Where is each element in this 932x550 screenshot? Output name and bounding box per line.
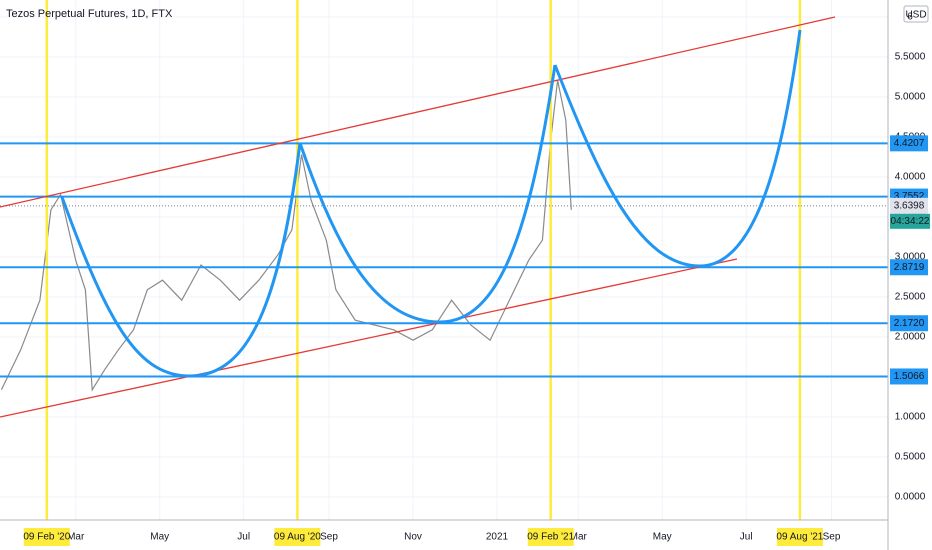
y-tick-label: 0.5000 <box>895 452 926 463</box>
countdown-box <box>890 213 930 229</box>
highlight-date-label: 09 Aug '21 <box>776 532 823 543</box>
x-tick-label: Mar <box>67 532 85 543</box>
level-label-box <box>890 259 928 276</box>
y-tick-label: 1.0000 <box>895 412 926 423</box>
y-tick-label: 5.5000 <box>895 52 926 63</box>
level-label-box <box>890 135 928 152</box>
highlight-date-box <box>776 528 823 546</box>
level-label-box <box>890 315 928 332</box>
labels: 0.00000.50001.00001.50002.00002.50003.00… <box>23 12 930 546</box>
level-label-box <box>890 368 928 385</box>
x-tick-label: Sep <box>320 532 338 543</box>
currency-badge[interactable] <box>903 5 929 23</box>
cup-curve <box>298 64 557 324</box>
lower-trend-line <box>0 258 738 418</box>
cup-curve <box>60 142 302 378</box>
highlight-date-label: 09 Feb '21 <box>527 532 574 543</box>
x-tick-label: Sep <box>823 532 841 543</box>
level-label: 2.8719 <box>894 262 925 273</box>
level-label: 1.5066 <box>894 371 925 382</box>
last-price-label: 3.6398 <box>894 200 925 211</box>
plot <box>0 0 888 520</box>
y-tick-label: 6 <box>907 12 913 23</box>
chart-title: Tezos Perpetual Futures, 1D, FTX <box>6 8 173 20</box>
level-label: 3.7552 <box>894 191 925 202</box>
cup-curve <box>553 29 802 268</box>
countdown-label: 04:34:22 <box>891 216 930 227</box>
x-tick-label: Jul <box>237 532 250 543</box>
x-tick-label: Mar <box>570 532 588 543</box>
level-label: 4.4207 <box>894 138 925 149</box>
highlight-date-box <box>527 528 574 546</box>
x-tick-label: May <box>653 532 672 543</box>
currency-label: USD <box>905 10 926 21</box>
level-label: 2.1720 <box>894 318 925 329</box>
x-tick-label: Jul <box>740 532 753 543</box>
y-tick-label: 0.0000 <box>895 492 926 503</box>
highlight-date-label: 09 Feb '20 <box>23 532 70 543</box>
y-tick-label: 3.0000 <box>895 252 926 263</box>
last-price-box <box>890 197 928 214</box>
y-tick-label: 2.0000 <box>895 332 926 343</box>
x-tick-label: Nov <box>404 532 422 543</box>
highlight-date-box <box>23 528 70 546</box>
y-tick-label: 5.0000 <box>895 92 926 103</box>
highlight-date-label: 09 Aug '20 <box>274 532 321 543</box>
x-tick-label: May <box>150 532 169 543</box>
upper-trend-line <box>0 16 836 208</box>
highlight-date-box <box>274 528 321 546</box>
x-tick-label: 2021 <box>486 532 509 543</box>
y-tick-label: 4.0000 <box>895 172 926 183</box>
y-tick-label: 2.5000 <box>895 292 926 303</box>
grid <box>0 0 888 520</box>
